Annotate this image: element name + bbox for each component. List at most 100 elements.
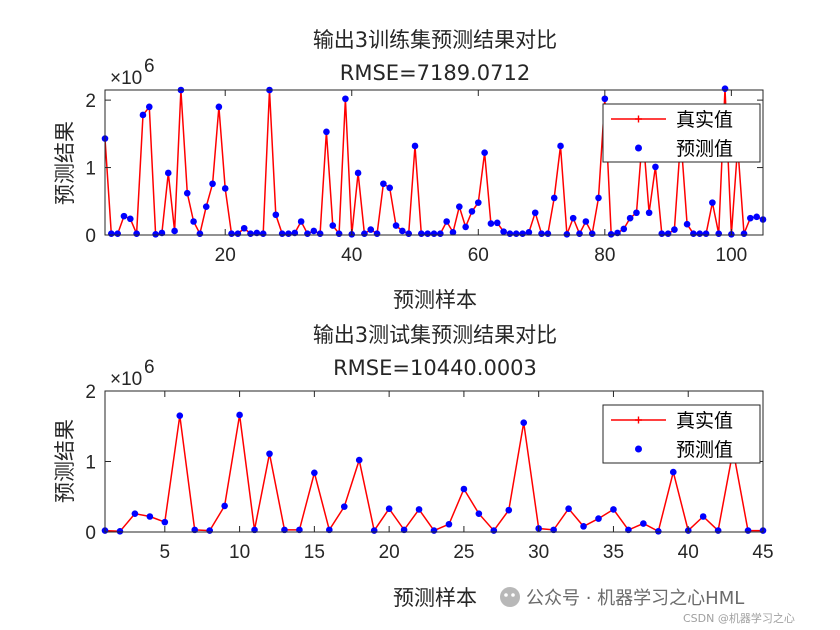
test-predicted-point [176,412,184,419]
train-legend-actual-label: 真实值 [676,109,733,131]
train-predicted-point [259,230,267,237]
train-predicted-point [424,230,431,237]
train-predicted-point [544,230,552,237]
train-predicted-point [164,169,172,177]
train-predicted-point [652,163,659,171]
test-chart-subtitle: RMSE=10440.0003 [333,356,537,380]
train-legend: 真实值 预测值 [602,103,761,163]
train-predicted-point [196,230,204,237]
train-predicted-point [525,229,533,236]
train-predicted-point [247,230,254,237]
train-predicted-point [620,225,628,233]
watermark: 公众号 · 机器学习之心HML CSDN @机器学习之心 [500,587,795,625]
test-x-tick-label: 25 [453,542,474,563]
train-predicted-point [133,230,140,237]
test-predicted-point [236,411,243,419]
train-legend-predicted-marker [635,144,642,152]
test-predicted-point [490,527,498,534]
train-predicted-point [323,128,330,136]
test-predicted-point [520,419,528,427]
test-predicted-point [430,527,438,534]
train-predicted-point [550,194,558,202]
train-y-tick-label: 0 [85,226,96,247]
train-y-tick-label: 1 [85,159,96,180]
train-predicted-point [696,230,704,237]
train-predicted-point [386,184,394,192]
train-predicted-point [607,231,615,238]
train-predicted-point [183,189,191,197]
test-legend: 真实值 预测值 [602,404,761,464]
test-y-tick-label: 1 [85,453,96,474]
train-predicted-point [512,230,520,237]
train-x-tick-label: 20 [215,245,236,266]
train-chart: 输出3训练集预测结果对比 RMSE=7189.0712 20 40 60 80 100 0… [53,28,767,312]
watermark-text: 公众号 · 机器学习之心HML [526,588,744,609]
train-predicted-point [683,220,691,228]
train-predicted-point [272,211,280,219]
train-y-axis-label: 预测结果 [53,121,77,205]
train-predicted-point [310,227,318,235]
train-predicted-point [297,218,305,225]
wechat-icon-eye-left [504,593,508,597]
train-predicted-point [443,218,450,225]
train-predicted-point [120,212,128,220]
test-predicted-point [565,505,572,513]
train-predicted-point [114,230,121,237]
train-predicted-point [456,203,463,210]
train-predicted-point [234,230,242,237]
test-legend-box [602,404,761,464]
train-predicted-point [316,230,324,237]
test-predicted-point [610,506,617,513]
test-predicted-point [445,520,453,528]
train-predicted-point [633,209,640,217]
train-legend-actual-marker [635,115,642,123]
train-predicted-point [209,180,216,188]
train-predicted-point [373,230,381,237]
csdn-watermark: CSDN @机器学习之心 [683,611,795,625]
test-predicted-point [370,527,378,534]
test-legend-predicted-marker [635,445,642,453]
train-predicted-point [487,220,495,227]
train-predicted-point [753,213,760,221]
train-predicted-point [500,228,507,235]
train-predicted-point [658,230,666,237]
train-predicted-point [468,208,476,215]
train-predicted-point [519,230,526,237]
train-predicted-point [329,222,337,229]
train-predicted-point [531,209,539,217]
test-legend-actual-marker [635,416,642,424]
train-x-axis-label: 预测样本 [393,288,477,312]
train-predicted-point [304,230,311,237]
train-predicted-point [595,194,602,202]
test-chart-title: 输出3测试集预测结果对比 [313,323,557,347]
test-x-tick-label: 5 [160,542,171,563]
test-predicted-point [640,520,647,527]
test-predicted-point [460,485,468,493]
train-predicted-point [361,230,368,237]
test-predicted-point [669,468,677,476]
test-y-tick-label: 0 [85,523,96,544]
train-predicted-point [582,218,590,225]
train-predicted-point [740,230,748,237]
train-predicted-point [418,230,425,237]
train-predicted-point [601,95,609,103]
train-predicted-point [671,226,678,233]
test-x-tick-label: 40 [678,542,699,563]
test-predicted-point [505,506,513,514]
train-predicted-point [626,214,634,222]
train-predicted-point [278,230,286,237]
test-y-multiplier-base: ×10 [110,369,142,390]
test-predicted-point [714,527,722,534]
train-predicted-point [215,103,223,111]
train-predicted-point [437,230,444,237]
test-x-tick-label: 20 [379,542,400,563]
test-predicted-point [385,505,393,513]
train-predicted-point [171,227,178,235]
wechat-icon [500,587,520,607]
test-predicted-point [475,510,483,517]
train-chart-title: 输出3训练集预测结果对比 [313,28,557,52]
train-predicted-point [411,142,419,150]
train-chart-subtitle: RMSE=7189.0712 [340,61,530,85]
test-predicted-point [161,518,169,526]
